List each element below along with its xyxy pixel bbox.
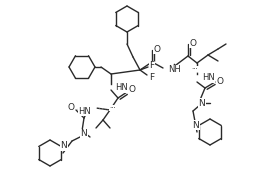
Text: HN: HN: [115, 84, 127, 92]
Text: O: O: [216, 77, 223, 85]
Text: HN: HN: [78, 106, 91, 115]
Text: O: O: [67, 104, 74, 112]
Polygon shape: [171, 64, 177, 70]
Text: O: O: [128, 85, 135, 94]
Text: F: F: [149, 61, 154, 70]
Text: HN: HN: [201, 74, 214, 83]
Text: NH: NH: [167, 66, 180, 74]
Text: N: N: [192, 121, 199, 129]
Text: O: O: [189, 39, 196, 47]
Text: F: F: [149, 73, 154, 81]
Text: N: N: [60, 142, 67, 150]
Text: N: N: [80, 129, 87, 139]
Text: ···: ···: [191, 66, 198, 72]
Text: ···: ···: [109, 105, 116, 111]
Text: O: O: [153, 44, 160, 53]
Text: N: N: [198, 98, 204, 108]
